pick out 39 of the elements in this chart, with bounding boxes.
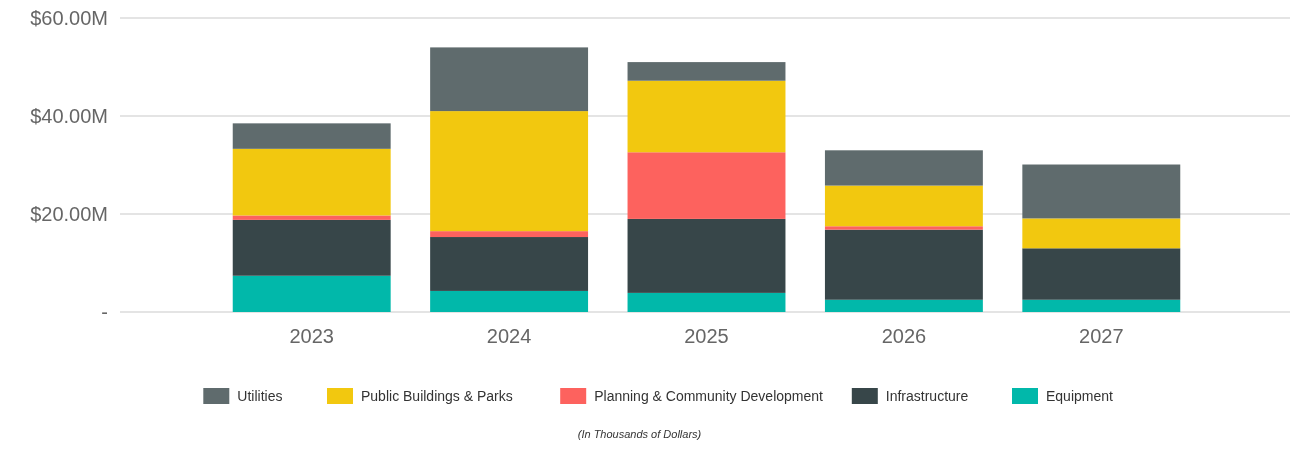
legend-label: Infrastructure [885,387,969,404]
bar [430,47,589,112]
x-tick-label: 2025 [684,325,729,347]
bar [627,292,786,312]
bar [627,218,786,293]
bar [232,215,391,220]
legend-label: Public Buildings & Parks [361,387,513,404]
bar [824,185,983,227]
x-tick-label: 2024 [486,325,532,347]
bar [430,290,589,312]
bar [824,299,983,312]
bar [430,231,589,238]
bar [824,150,983,186]
text: (In Thousands of Dollars) [577,428,702,440]
bar [232,275,391,312]
x-tick-label: 2027 [1079,325,1124,347]
y-tick-label: - [101,301,108,323]
bar [1022,248,1181,300]
y-tick-label: $20.00M [30,203,108,225]
bar [1022,164,1181,219]
bar [232,219,391,276]
bar [232,148,391,216]
x-tick-label: 2026 [881,325,927,347]
bar [232,123,391,149]
bar [627,80,786,153]
y-tick-label: $40.00M [30,105,108,127]
legend-label: Equipment [1046,387,1114,404]
bar [627,62,786,81]
x-tick-label: 2023 [289,325,334,347]
bar [1022,299,1181,312]
legend-label: Planning & Community Development [594,387,824,404]
bar [430,237,589,291]
bar [1022,218,1181,249]
bar [627,152,786,219]
y-tick-label: $60.00M [30,7,108,29]
bar [430,111,589,232]
bar [824,229,983,300]
legend-label: Utilities [237,387,283,404]
bar [824,226,983,230]
